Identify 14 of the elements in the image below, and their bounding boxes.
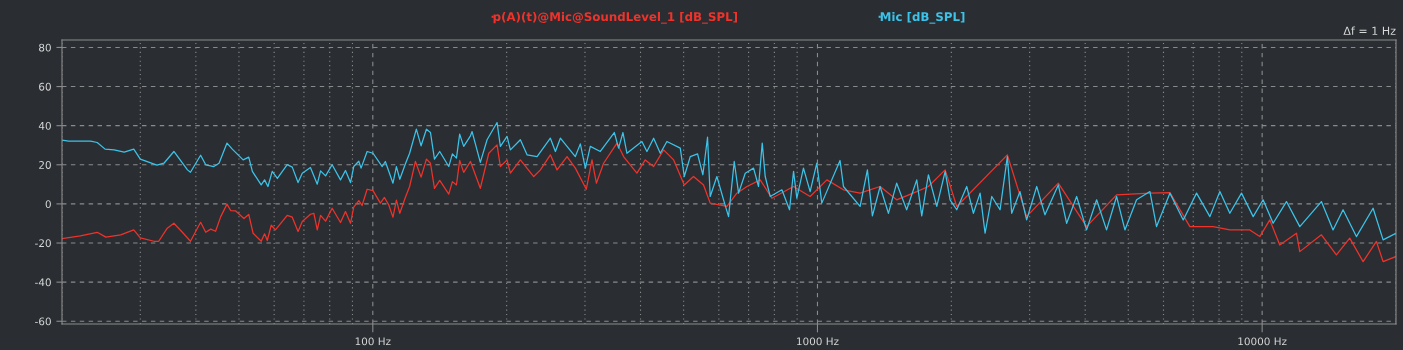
y-tick-label: -20 [35, 239, 51, 248]
x-tick-label: 1000 Hz [797, 337, 839, 346]
y-tick-label: 80 [39, 43, 51, 52]
legend-label: Mic [dB_SPL] [880, 11, 965, 24]
x-tick-label: 10000 Hz [1238, 337, 1287, 346]
y-tick-label: -60 [35, 317, 51, 326]
y-tick-label: 20 [39, 161, 51, 169]
y-tick-label: 60 [39, 82, 51, 91]
text: Δf = 1 Hz [1343, 26, 1396, 35]
y-tick-label: 0 [45, 200, 51, 209]
y-tick-label: -40 [35, 278, 51, 287]
legend-label: p(A)(t)@Mic@SoundLevel_1 [dB_SPL] [493, 11, 737, 24]
y-tick-label: 40 [38, 121, 51, 130]
x-tick-label: 100 Hz [355, 337, 391, 346]
